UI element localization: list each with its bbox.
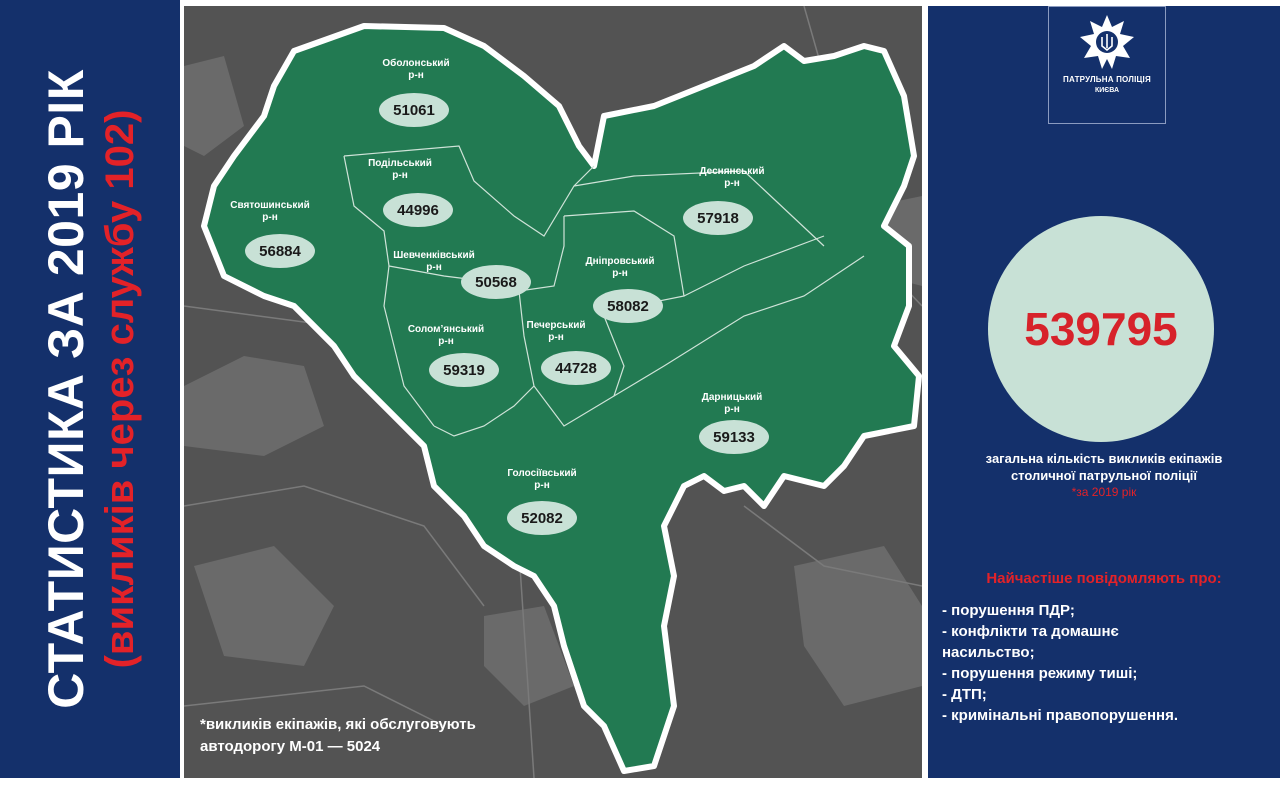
district-value-holosiivskyi: 52082 (507, 501, 577, 535)
map-footnote: *викликів екіпажів, які обслуговують авт… (200, 716, 476, 755)
total-calls-description: загальна кількість викликів екіпажів сто… (938, 450, 1270, 501)
reasons-title: Найчастіше повідомляють про: (986, 570, 1222, 587)
kyiv-district-map: Оболонський р-н 51061 Подільський р-н 44… (184, 6, 922, 778)
total-period: *за 2019 рік (1071, 485, 1137, 499)
title-main: СТАТИСТИКА ЗА 2019 РІК (38, 69, 94, 709)
background-areas (184, 56, 922, 706)
summary-panel: ПАТРУЛЬНА ПОЛІЦІЯ КИЄВА 539795 загальна … (928, 6, 1280, 778)
district-label-obolonskyi: Оболонський р-н (382, 58, 450, 81)
district-label-dniprovskyi: Дніпровський р-н (585, 256, 655, 279)
list-item: - порушення ПДР; (942, 602, 1075, 619)
logo-line1: ПАТРУЛЬНА ПОЛІЦІЯ (1063, 75, 1151, 84)
district-value-dniprovskyi: 58082 (593, 289, 663, 323)
logo-line2: КИЄВА (1094, 87, 1120, 94)
list-item: - конфлікти та домашнє (942, 623, 1119, 640)
list-item: - кримінальні правопорушення. (942, 707, 1179, 724)
reasons-list: - порушення ПДР; - конфлікти та домашнє … (942, 600, 1272, 726)
district-value-solomianskyi: 59319 (429, 353, 499, 387)
map-graphic (184, 6, 922, 778)
district-value-shevchenkivskyi: 50568 (461, 265, 531, 299)
district-value-podilskyi: 44996 (383, 193, 453, 227)
district-label-solomianskyi: Солом’янський р-н (407, 324, 485, 347)
district-label-desnianskyi: Деснянський р-н (699, 166, 765, 189)
vertical-title: СТАТИСТИКА ЗА 2019 РІК (викликів через с… (36, 69, 144, 708)
total-calls-circle: 539795 (988, 216, 1214, 442)
district-boundaries (343, 145, 865, 437)
district-label-holosiivskyi: Голосіївський р-н (507, 468, 577, 491)
district-label-shevchenkivskyi: Шевченківський р-н (393, 250, 475, 273)
list-item: - порушення режиму тиші; (942, 665, 1138, 682)
list-item: насильство; (942, 644, 1035, 661)
district-label-pecherskyi: Печерський р-н (526, 320, 586, 343)
police-star-emblem-icon (1080, 15, 1134, 69)
list-item: - ДТП; (942, 686, 987, 703)
patrol-police-logo: ПАТРУЛЬНА ПОЛІЦІЯ КИЄВА (1048, 6, 1166, 124)
district-value-desnianskyi: 57918 (683, 201, 753, 235)
title-sub: (викликів через службу 102) (98, 109, 142, 669)
total-calls-value: 539795 (1024, 303, 1178, 355)
district-value-obolonskyi: 51061 (379, 93, 449, 127)
title-panel: СТАТИСТИКА ЗА 2019 РІК (викликів через с… (0, 0, 180, 778)
district-label-podilskyi: Подільський р-н (368, 158, 432, 181)
district-value-pecherskyi: 44728 (541, 351, 611, 385)
district-label-darnytskyi: Дарницький р-н (701, 392, 763, 415)
district-label-sviatoshynskyi: Святошинський р-н (230, 200, 310, 223)
bottom-margin (0, 778, 1280, 786)
district-value-sviatoshynskyi: 56884 (245, 234, 315, 268)
district-value-darnytskyi: 59133 (699, 420, 769, 454)
